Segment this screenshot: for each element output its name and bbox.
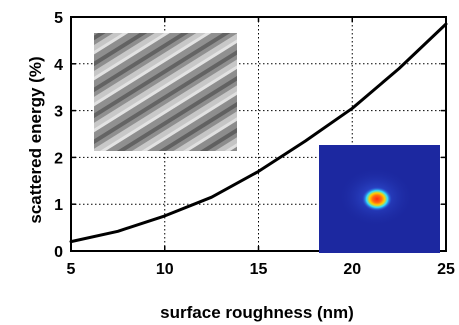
y-tick-label-3: 3 <box>54 104 63 121</box>
scattered-light-pattern-image <box>319 145 440 253</box>
y-tick-label-2: 2 <box>54 150 63 167</box>
surface-topography-image <box>94 33 237 151</box>
x-tick-label-1: 10 <box>156 261 174 278</box>
y-axis-title: scattered energy (%) <box>26 56 45 223</box>
series-line-0 <box>69 22 448 244</box>
plot-frame <box>70 16 447 252</box>
x-tick-label-0: 5 <box>67 261 76 278</box>
series-layer <box>69 22 448 244</box>
y-tick-label-0: 0 <box>54 244 63 261</box>
y-tick-labels: 0 1 2 3 4 5 <box>54 10 63 261</box>
y-tick-label-1: 1 <box>54 197 63 214</box>
x-tick-label-3: 20 <box>343 261 361 278</box>
x-tick-labels: 5 10 15 20 25 <box>67 261 455 278</box>
x-tick-label-4: 25 <box>437 261 455 278</box>
x-tick-label-2: 15 <box>250 261 268 278</box>
y-tick-label-5: 5 <box>54 10 63 27</box>
y-tick-label-4: 4 <box>54 57 63 74</box>
x-axis-title: surface roughness (nm) <box>160 303 354 322</box>
